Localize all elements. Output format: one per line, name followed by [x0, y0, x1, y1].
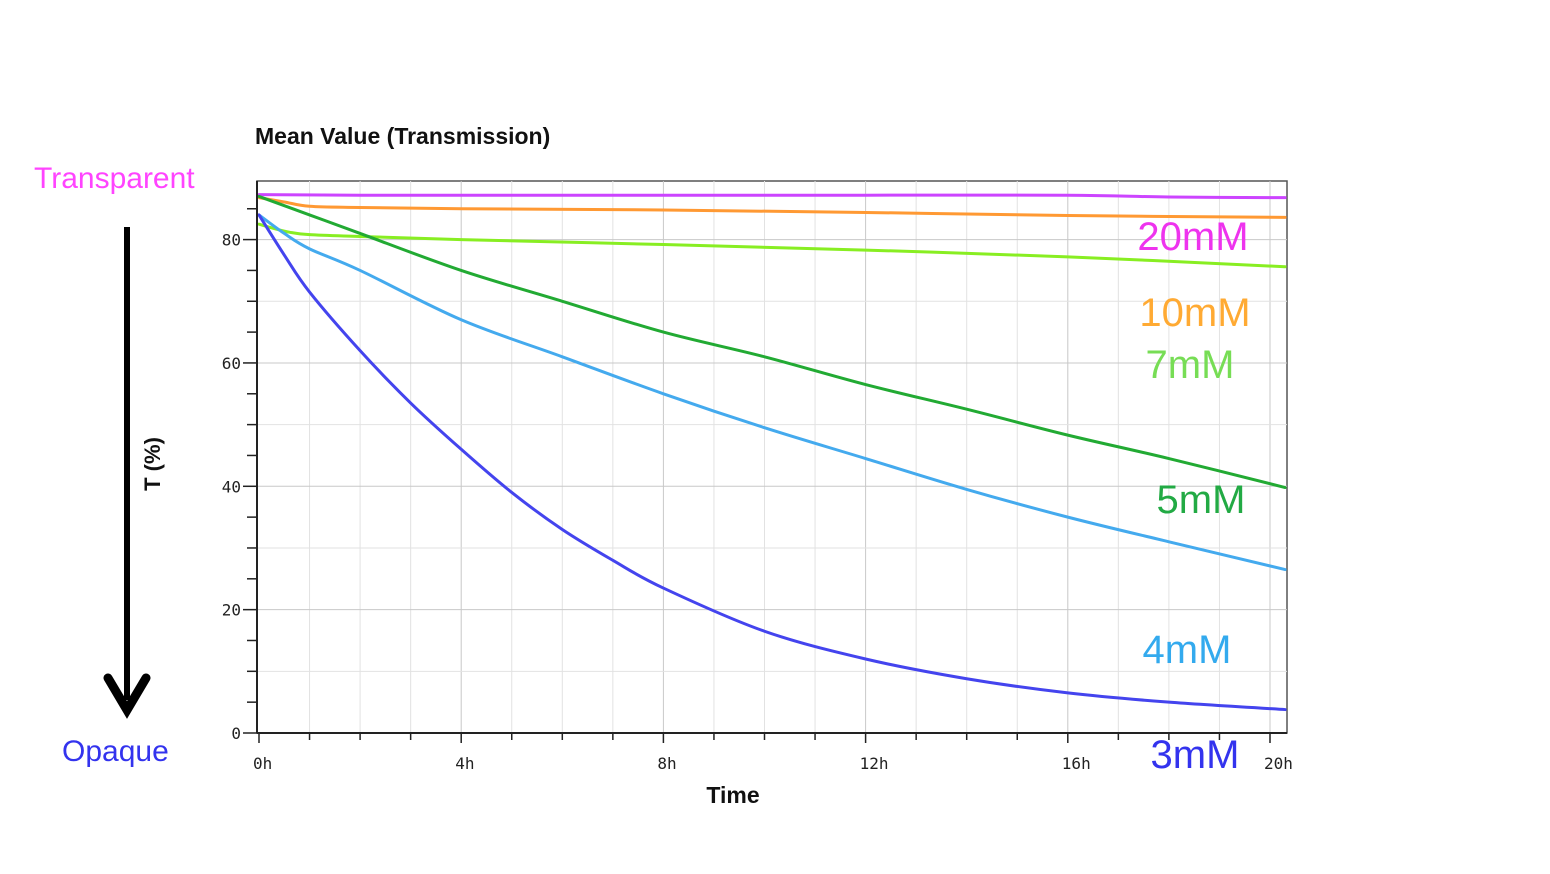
series-lines [257, 193, 1287, 712]
transparent-label: Transparent [34, 162, 195, 195]
x-tick-label: 20h [1264, 754, 1293, 773]
series-label-3mM: 3mM [1151, 733, 1240, 777]
series-label-5mM: 5mM [1157, 478, 1246, 522]
y-tick-label: 40 [222, 477, 241, 496]
series-label-4mM: 4mM [1143, 628, 1232, 672]
y-axis-label: T (%) [140, 437, 165, 491]
opaque-label: Opaque [62, 735, 169, 768]
series-line-5mM [257, 194, 1287, 490]
series-line-7mM [257, 222, 1287, 269]
x-tick-label: 0h [253, 754, 272, 773]
plot-area [256, 180, 1288, 734]
y-tick-label: 20 [222, 601, 241, 620]
y-tick-label: 60 [222, 354, 241, 373]
series-labels: 20mM 10mM 7mM 5mM 4mM 3mM [1137, 215, 1250, 777]
series-line-20mM [257, 193, 1287, 200]
x-tick-label: 12h [860, 754, 889, 773]
chart-title: Mean Value (Transmission) [255, 123, 550, 149]
series-line-10mM [257, 196, 1287, 219]
x-tick-label: 4h [455, 754, 474, 773]
y-tick-label: 80 [222, 231, 241, 250]
series-line-3mM [257, 213, 1287, 712]
x-axis-label: Time [706, 782, 759, 808]
series-label-7mM: 7mM [1146, 343, 1235, 387]
y-tick-label: 0 [231, 724, 241, 743]
ticks: 0h 4h 8h 12h 16h 20h 0 20 40 60 80 [222, 208, 1293, 773]
x-tick-label: 8h [657, 754, 676, 773]
opacity-arrow [103, 227, 151, 719]
x-tick-label: 16h [1062, 754, 1091, 773]
series-line-4mM [257, 213, 1287, 572]
series-label-20mM: 20mM [1137, 215, 1248, 259]
series-label-10mM: 10mM [1139, 291, 1250, 335]
